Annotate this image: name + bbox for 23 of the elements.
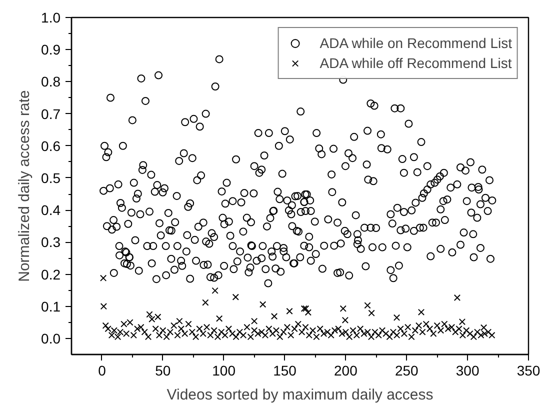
legend-label: ADA while off Recommend List [320, 55, 512, 71]
y-tick-label: 0.7 [41, 106, 61, 122]
legend-label: ADA while on Recommend List [320, 35, 512, 51]
x-tick-label: 200 [334, 362, 358, 378]
y-tick-label: 0.9 [41, 42, 61, 58]
y-tick-label: 0.6 [41, 138, 61, 154]
y-tick-label: 0.4 [41, 202, 61, 218]
y-axis-title: Normalized daily access rate [16, 90, 34, 282]
x-tick-label: 100 [212, 362, 236, 378]
y-tick-label: 0.2 [41, 266, 61, 282]
x-tick-label: 50 [155, 362, 171, 378]
y-tick-label: 0.1 [41, 298, 61, 314]
y-tick-label: 0.3 [41, 234, 61, 250]
x-tick-label: 350 [516, 362, 540, 378]
x-tick-label: 150 [273, 362, 297, 378]
x-tick-label: 300 [456, 362, 480, 378]
y-tick-label: 0.5 [41, 170, 61, 186]
x-tick-label: 250 [394, 362, 419, 378]
y-tick-label: 0.8 [41, 74, 61, 90]
y-tick-label: 0.0 [41, 330, 61, 346]
x-axis-title: Videos sorted by maximum daily access [166, 386, 434, 404]
x-tick-label: 0 [98, 362, 106, 378]
y-tick-label: 1.0 [41, 10, 61, 26]
